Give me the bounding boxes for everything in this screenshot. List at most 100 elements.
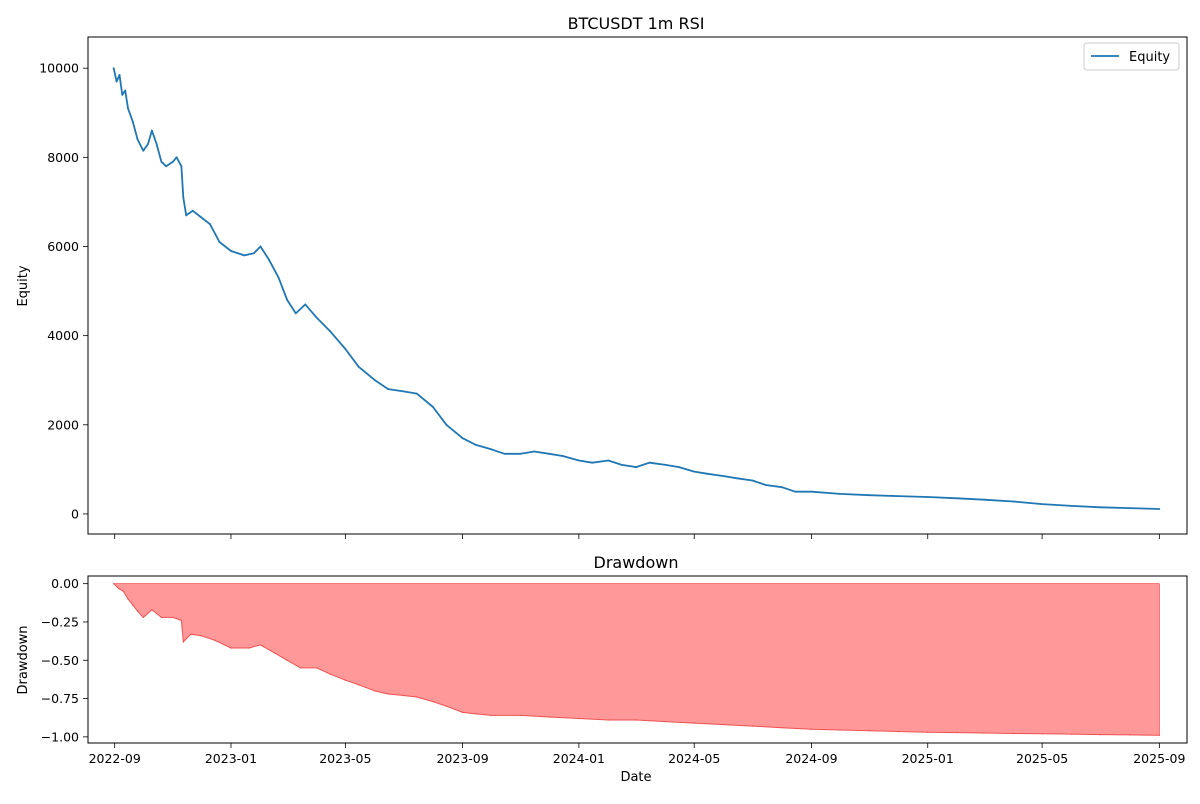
drawdown-panel: Drawdown 2022-09 2023-01 2023-05 2023-09 202… [16, 553, 1188, 785]
equity-point [304, 303, 307, 306]
drawdown-point [172, 616, 174, 619]
drawdown-y-tick-label: −0.75 [41, 691, 79, 706]
drawdown-x-tick-label: 2023-09 [436, 751, 488, 766]
equity-y-tick-label: 8000 [47, 150, 79, 165]
equity-point [548, 452, 551, 455]
equity-point [607, 459, 610, 462]
equity-point [1128, 507, 1131, 509]
equity-point [810, 490, 813, 493]
drawdown-point [214, 639, 216, 641]
equity-axes-frame [87, 36, 1188, 535]
drawdown-point [723, 723, 725, 726]
equity-point [218, 241, 221, 243]
drawdown-point [344, 679, 347, 681]
equity-point [127, 107, 129, 110]
equity-point [124, 89, 127, 92]
equity-point [620, 464, 623, 466]
equity-point [259, 245, 262, 248]
drawdown-point [578, 717, 580, 720]
equity-point [533, 450, 535, 453]
drawdown-point [810, 728, 813, 730]
equity-point [926, 496, 929, 498]
drawdown-y-tick-label: 0.00 [51, 576, 79, 591]
equity-x-ticks [114, 534, 1160, 539]
equity-panel: BTCUSDT 1m RSI 0 2000 4000 6000 8000 10000 Eq… [16, 14, 1188, 539]
equity-y-axis-label: Equity [16, 265, 31, 306]
drawdown-x-tick-label: 2023-05 [319, 751, 371, 766]
equity-point [112, 67, 115, 70]
drawdown-point [230, 647, 232, 649]
drawdown-x-tick-label: 2024-05 [668, 751, 720, 766]
drawdown-point [122, 590, 125, 592]
equity-point [142, 149, 145, 152]
drawdown-point [151, 609, 153, 611]
equity-point [344, 348, 347, 350]
equity-point [243, 254, 246, 257]
drawdown-y-ticks: 0.00 −0.25 −0.50 −0.75 −1.00 [41, 576, 88, 744]
drawdown-point [520, 714, 522, 717]
drawdown-point [1129, 734, 1131, 736]
equity-point [115, 80, 118, 83]
equity-point [209, 223, 211, 226]
equity-point [578, 459, 580, 462]
equity-point [794, 490, 797, 493]
drawdown-point [248, 647, 250, 649]
drawdown-point [664, 720, 667, 723]
drawdown-point [286, 659, 288, 661]
drawdown-chart-title: Drawdown [594, 553, 679, 572]
equity-point [561, 455, 564, 457]
equity-point [136, 138, 139, 141]
drawdown-x-tick-label: 2025-01 [902, 751, 954, 766]
drawdown-x-tick-label: 2022-09 [89, 751, 141, 766]
equity-point [781, 486, 783, 489]
drawdown-point [432, 700, 434, 703]
drawdown-point [693, 722, 695, 724]
equity-point [1158, 508, 1161, 510]
drawdown-point [868, 730, 871, 732]
legend-label-equity: Equity [1129, 50, 1170, 65]
equity-point [131, 120, 134, 123]
drawdown-point [316, 667, 318, 669]
drawdown-point [259, 644, 262, 646]
drawdown-point [1012, 732, 1015, 735]
drawdown-point [1158, 734, 1161, 736]
equity-point [329, 330, 331, 333]
drawdown-point [136, 610, 139, 612]
equity-point [294, 312, 297, 315]
equity-point [648, 461, 651, 464]
drawdown-point [142, 616, 144, 619]
equity-point [1041, 503, 1043, 505]
equity-point [1099, 506, 1102, 509]
equity-point [490, 448, 493, 451]
drawdown-point [299, 667, 302, 669]
equity-point [387, 388, 390, 390]
drawdown-point [751, 725, 754, 727]
equity-point [736, 477, 738, 480]
drawdown-point [127, 598, 129, 600]
equity-point [678, 466, 680, 468]
equity-point [171, 160, 174, 163]
equity-y-tick-label: 2000 [47, 417, 79, 432]
equity-point [693, 470, 696, 473]
equity-y-tick-label: 6000 [47, 239, 79, 254]
drawdown-y-axis-label: Drawdown [16, 625, 31, 694]
drawdown-point [445, 705, 448, 707]
drawdown-point [273, 651, 275, 654]
equity-point [160, 160, 163, 163]
drawdown-x-ticks: 2022-09 2023-01 2023-05 2023-09 2024-01 2024-… [89, 743, 1186, 766]
drawdown-point [160, 616, 163, 619]
drawdown-series-layer [113, 583, 1161, 736]
drawdown-point [132, 604, 134, 606]
equity-point [983, 498, 985, 501]
drawdown-point [387, 693, 389, 695]
drawdown-x-tick-label: 2023-01 [205, 751, 257, 766]
equity-point [191, 209, 194, 212]
drawdown-point [180, 619, 183, 622]
equity-point [165, 165, 168, 168]
equity-y-tick-label: 4000 [47, 328, 79, 343]
equity-point [402, 390, 405, 393]
drawdown-point [490, 714, 492, 717]
drawdown-x-tick-label: 2025-05 [1016, 751, 1068, 766]
equity-point [121, 94, 124, 96]
drawdown-point [461, 711, 464, 714]
